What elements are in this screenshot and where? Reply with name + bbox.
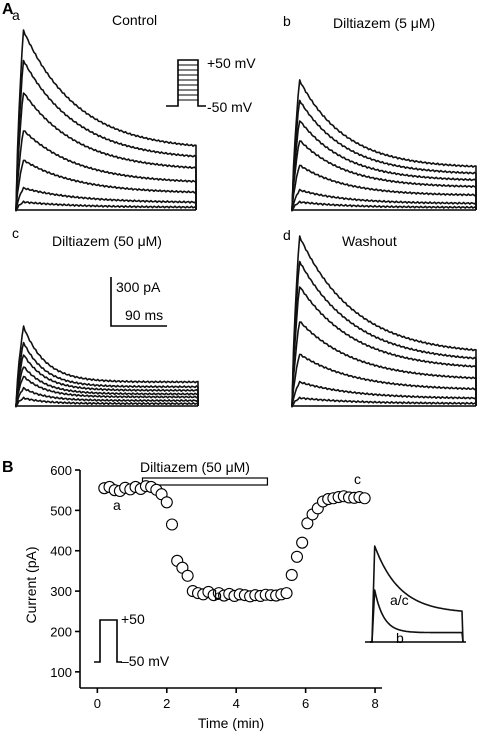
- current-trace: [291, 396, 477, 407]
- sub-d-title: Washout: [342, 233, 397, 249]
- x-axis-label: Time (min): [198, 715, 264, 731]
- current-trace-inset: [365, 545, 466, 643]
- current-trace: [291, 200, 477, 211]
- traces-diltiazem-5: [291, 79, 477, 212]
- y-tick-label: 600: [50, 463, 72, 478]
- current-trace: [291, 260, 477, 408]
- scale-time-label: 90 ms: [125, 307, 163, 323]
- panel-a-label: A: [2, 1, 14, 18]
- y-tick-label: 200: [50, 624, 72, 639]
- current-trace: [15, 396, 199, 407]
- current-trace: [15, 130, 197, 211]
- current-trace: [15, 354, 199, 408]
- traces-washout: [291, 235, 477, 408]
- data-point: [280, 587, 293, 600]
- panel-b-label: B: [2, 459, 14, 476]
- traces-diltiazem-50: [15, 325, 199, 408]
- protocol-bottom-label: -50 mV: [207, 99, 253, 115]
- protocol-top-label: +50 mV: [207, 55, 256, 71]
- x-tick-label: 8: [371, 696, 378, 711]
- current-trace: [291, 380, 477, 406]
- inset-b-label: b: [396, 630, 404, 646]
- current-trace: [291, 235, 477, 407]
- current-trace: [15, 59, 197, 212]
- sub-b-title: Diltiazem (5 μM): [333, 15, 435, 31]
- scale-current-label: 300 pA: [116, 279, 161, 295]
- sub-b-letter: b: [283, 13, 291, 29]
- drug-bar-label: Diltiazem (50 μM): [140, 459, 250, 475]
- pulse-bottom-label: –50 mV: [121, 653, 170, 669]
- current-trace: [291, 353, 477, 407]
- marker-c: c: [354, 471, 361, 487]
- drug-application-bar: [141, 477, 269, 486]
- x-tick-label: 2: [163, 696, 170, 711]
- data-point: [301, 517, 314, 530]
- inset-ac-label: a/c: [390, 592, 409, 608]
- x-tick-label: 6: [302, 696, 309, 711]
- current-trace: [15, 29, 197, 211]
- y-tick-label: 100: [50, 665, 72, 680]
- data-point: [296, 536, 309, 549]
- marker-b: b: [214, 587, 222, 603]
- y-tick-label: 300: [50, 584, 72, 599]
- data-point: [160, 496, 173, 509]
- sub-a-title: Control: [112, 12, 157, 28]
- x-tick-label: 0: [94, 696, 101, 711]
- current-trace: [291, 99, 477, 212]
- current-trace: [15, 341, 199, 408]
- sub-c-title: Diltiazem (50 μM): [52, 233, 162, 249]
- traces-control: [15, 29, 197, 212]
- current-trace: [15, 200, 197, 211]
- data-point: [165, 518, 179, 531]
- marker-a: a: [113, 497, 121, 513]
- current-trace: [291, 79, 477, 211]
- sub-c-letter: c: [12, 225, 19, 241]
- data-point: [181, 569, 194, 582]
- current-trace: [291, 164, 477, 211]
- data-point: [285, 568, 298, 582]
- sub-d-letter: d: [283, 227, 291, 243]
- current-trace: [15, 386, 199, 406]
- inset-trace-ac: [370, 545, 464, 643]
- current-trace: [15, 92, 197, 212]
- current-trace: [291, 140, 477, 211]
- current-trace: [291, 188, 477, 210]
- y-axis-label: Current (pA): [23, 546, 39, 623]
- current-trace: [15, 186, 197, 210]
- scale-bar: [110, 277, 167, 327]
- x-tick-label: 4: [233, 696, 240, 711]
- current-trace: [15, 366, 199, 407]
- pulse-protocol: [94, 619, 122, 663]
- current-trace: [291, 321, 477, 407]
- inset-trace-b: [370, 589, 464, 643]
- pulse-top-label: +50: [121, 611, 145, 627]
- sub-a-letter: a: [12, 7, 20, 23]
- current-trace: [15, 159, 197, 211]
- y-tick-label: 500: [50, 503, 72, 518]
- current-trace: [15, 325, 199, 407]
- data-point: [358, 492, 371, 505]
- current-trace: [291, 120, 477, 212]
- y-tick-label: 400: [50, 544, 72, 559]
- data-point: [290, 550, 304, 563]
- voltage-step-protocol: [166, 59, 206, 107]
- time-course-chart: 100 200 300 400 500 600 0 2 4 6 8 Time (min) Current…: [23, 463, 382, 731]
- current-trace: [291, 286, 477, 408]
- current-trace: [15, 375, 199, 407]
